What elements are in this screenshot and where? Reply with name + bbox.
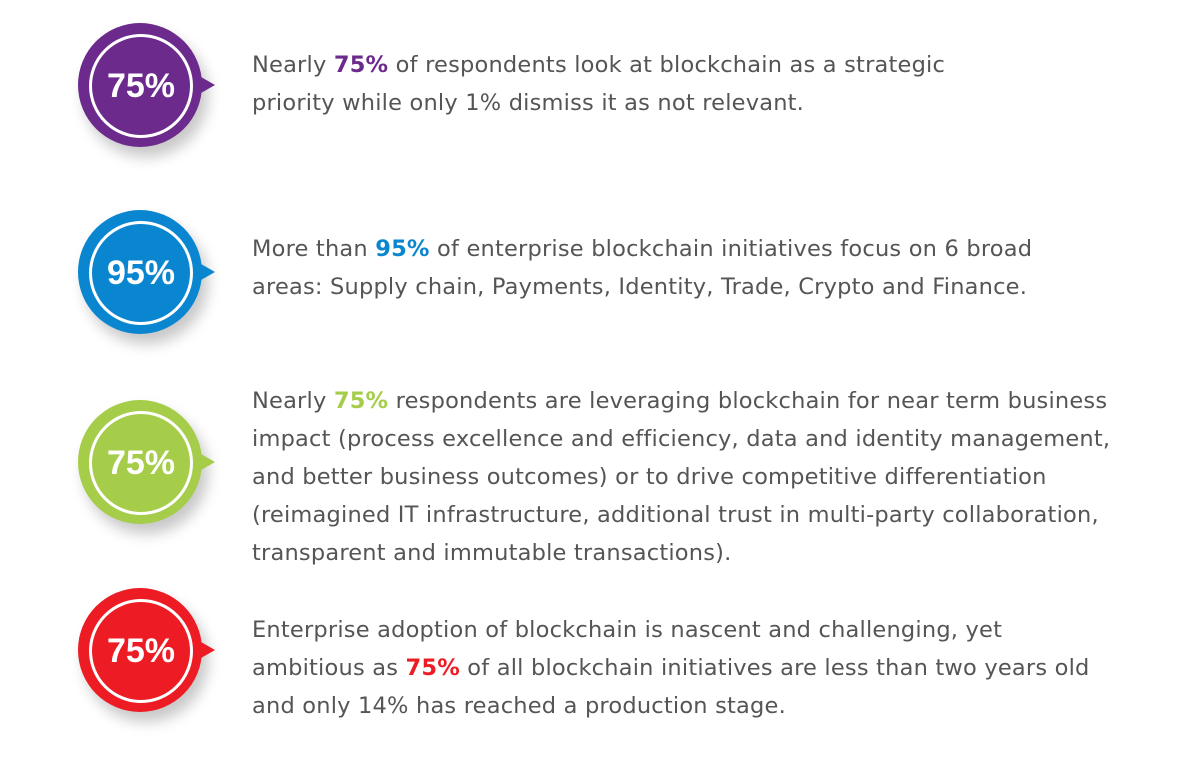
stat-badge: 75%	[78, 400, 215, 524]
stat-text: More than 95% of enterprise blockchain i…	[252, 236, 1033, 300]
stat-badge: 95%	[78, 210, 215, 334]
highlight: 95%	[375, 236, 430, 262]
badge-value: 95%	[89, 221, 193, 325]
highlight: 75%	[333, 52, 389, 78]
badge-value: 75%	[89, 34, 193, 138]
badge-value: 75%	[89, 411, 193, 515]
badge-value: 75%	[89, 599, 193, 703]
stat-text: Enterprise adoption of blockchain is nas…	[252, 617, 1090, 719]
stat-badge: 75%	[78, 23, 215, 147]
highlight: 75%	[333, 388, 389, 414]
stat-text: Nearly 75% of respondents look at blockc…	[252, 52, 946, 116]
highlight: 75%	[405, 655, 460, 681]
stat-badge: 75%	[78, 588, 215, 712]
stat-text: Nearly 75% respondents are leveraging bl…	[252, 388, 1111, 566]
